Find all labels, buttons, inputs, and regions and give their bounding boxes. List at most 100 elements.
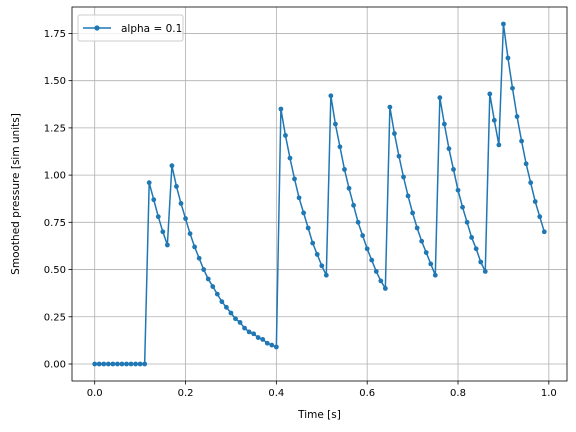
grid	[72, 7, 567, 381]
data-point	[510, 85, 515, 91]
x-tick-label: 0.8	[450, 388, 466, 399]
data-point	[115, 361, 120, 367]
x-tick-label: 1.0	[541, 388, 557, 399]
data-point	[164, 242, 170, 248]
data-point	[255, 335, 261, 340]
x-axis-label: Time [s]	[297, 409, 341, 421]
data-point	[519, 138, 524, 144]
data-point	[337, 144, 343, 150]
x-tick-label: 0.4	[268, 388, 284, 399]
data-point	[360, 233, 366, 238]
x-tick-label: 0.6	[359, 388, 375, 399]
axes-frame	[71, 6, 568, 382]
data-point	[214, 291, 220, 297]
x-tick-label: 0.0	[87, 388, 103, 399]
data-point	[110, 361, 116, 367]
data-point	[119, 361, 125, 367]
data-point	[128, 361, 134, 367]
data-point	[441, 121, 447, 127]
data-point	[396, 153, 402, 159]
data-point	[342, 167, 347, 172]
data-point	[296, 195, 302, 201]
data-point	[283, 133, 288, 138]
data-point	[96, 361, 102, 367]
data-point	[437, 95, 443, 101]
data-point	[451, 167, 456, 172]
y-tick-label: 0.00	[44, 360, 66, 371]
data-point	[228, 310, 234, 316]
data-point	[146, 180, 152, 186]
y-tick-label: 0.25	[44, 312, 66, 323]
data-point	[382, 286, 388, 291]
data-point	[523, 161, 529, 167]
data-point	[319, 263, 325, 269]
data-point	[419, 238, 425, 244]
data-point	[387, 104, 393, 110]
data-point	[237, 320, 243, 325]
data-point	[278, 106, 284, 112]
data-point	[428, 261, 434, 267]
data-point	[478, 259, 484, 265]
data-point	[364, 246, 370, 252]
y-tick-label: 0.75	[44, 218, 66, 229]
data-point	[455, 187, 461, 193]
data-point	[174, 184, 179, 189]
data-point	[355, 219, 361, 225]
data-point	[473, 246, 479, 252]
data-point	[514, 114, 520, 119]
data-point	[124, 361, 129, 367]
data-point	[351, 202, 356, 208]
data-point	[410, 210, 415, 216]
data-point	[310, 240, 316, 246]
data-point	[273, 344, 279, 350]
data-point	[224, 304, 229, 310]
data-point	[332, 121, 338, 127]
data-point	[460, 204, 465, 210]
data-point	[323, 272, 329, 278]
legend-marker	[94, 25, 100, 31]
data-point	[246, 329, 252, 335]
data-point	[305, 225, 311, 231]
data-point	[205, 276, 211, 282]
data-point	[187, 231, 193, 237]
data-point	[201, 267, 207, 272]
data-point	[501, 21, 506, 27]
legend-box	[77, 14, 184, 42]
data-point	[392, 131, 397, 136]
data-point	[491, 117, 497, 123]
data-point	[401, 174, 406, 180]
x-tick-label: 0.2	[178, 388, 194, 399]
data-point	[464, 219, 470, 225]
data-point	[532, 199, 538, 204]
data-point	[155, 214, 161, 220]
y-tick-label: 1.00	[44, 171, 66, 182]
data-point	[142, 361, 148, 367]
series-layer	[92, 21, 547, 367]
data-point	[446, 146, 452, 152]
data-point	[346, 185, 352, 191]
y-tick-label: 1.50	[44, 76, 66, 87]
data-point	[378, 278, 384, 284]
data-point	[183, 216, 188, 221]
data-point	[373, 269, 379, 274]
data-point	[505, 55, 511, 61]
data-point	[251, 331, 257, 337]
data-point	[287, 155, 293, 161]
y-tick-label: 0.50	[44, 265, 66, 276]
data-point	[496, 142, 502, 148]
data-point	[541, 229, 547, 235]
ticks: 0.0 0.2 0.4 0.6 0.8 1.0 0.00 0.25 0.50 0.75 1.00 1.…	[44, 29, 557, 399]
legend-entry: alpha = 0.1	[121, 23, 182, 35]
y-axis-label: Smoothed pressure [sim units]	[10, 113, 22, 275]
data-point	[105, 361, 111, 367]
data-point	[264, 340, 270, 346]
data-point	[314, 252, 320, 257]
data-point	[92, 361, 98, 367]
data-point	[528, 180, 534, 186]
data-point	[269, 342, 275, 348]
data-point	[301, 210, 307, 216]
y-tick-label: 1.75	[44, 29, 66, 40]
data-point	[482, 269, 488, 274]
data-point	[260, 337, 266, 342]
data-point	[219, 299, 225, 305]
